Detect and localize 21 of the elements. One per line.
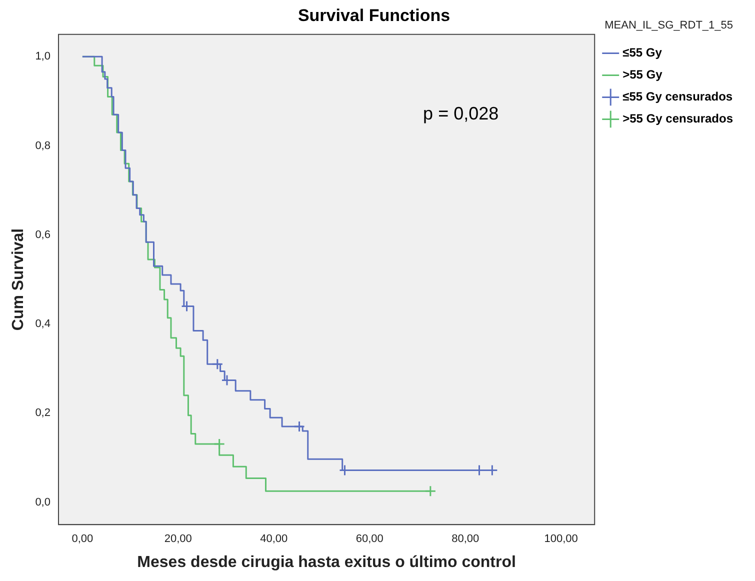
- x-tick-label: 0,00: [72, 533, 94, 546]
- x-tick-label: 40,00: [260, 533, 288, 546]
- legend-label: ≤55 Gy censurados: [622, 90, 733, 104]
- legend-label: >55 Gy censurados: [622, 112, 734, 126]
- chart-title: Survival Functions: [298, 6, 450, 25]
- y-tick-label: 0,0: [35, 496, 50, 508]
- y-tick-label: 0,2: [35, 407, 50, 420]
- y-tick-label: 0,8: [35, 140, 50, 152]
- x-tick-label: 20,00: [164, 533, 192, 546]
- legend-label: ≤55 Gy: [622, 46, 662, 60]
- legend-label: >55 Gy: [622, 68, 663, 82]
- y-tick-label: 0,4: [35, 318, 50, 330]
- x-axis-title: Meses desde cirugia hasta exitus o último control: [137, 554, 516, 571]
- annotation: p = 0,028: [423, 103, 499, 124]
- y-axis-title: Cum Survival: [10, 228, 28, 331]
- x-tick-label: 100,00: [544, 533, 578, 546]
- legend-title: MEAN_IL_SG_RDT_1_55: [604, 20, 734, 32]
- x-tick-label: 60,00: [356, 533, 384, 546]
- x-tick-label: 80,00: [452, 533, 480, 546]
- y-tick-label: 0,6: [35, 228, 50, 241]
- y-tick-label: 1,0: [35, 50, 50, 63]
